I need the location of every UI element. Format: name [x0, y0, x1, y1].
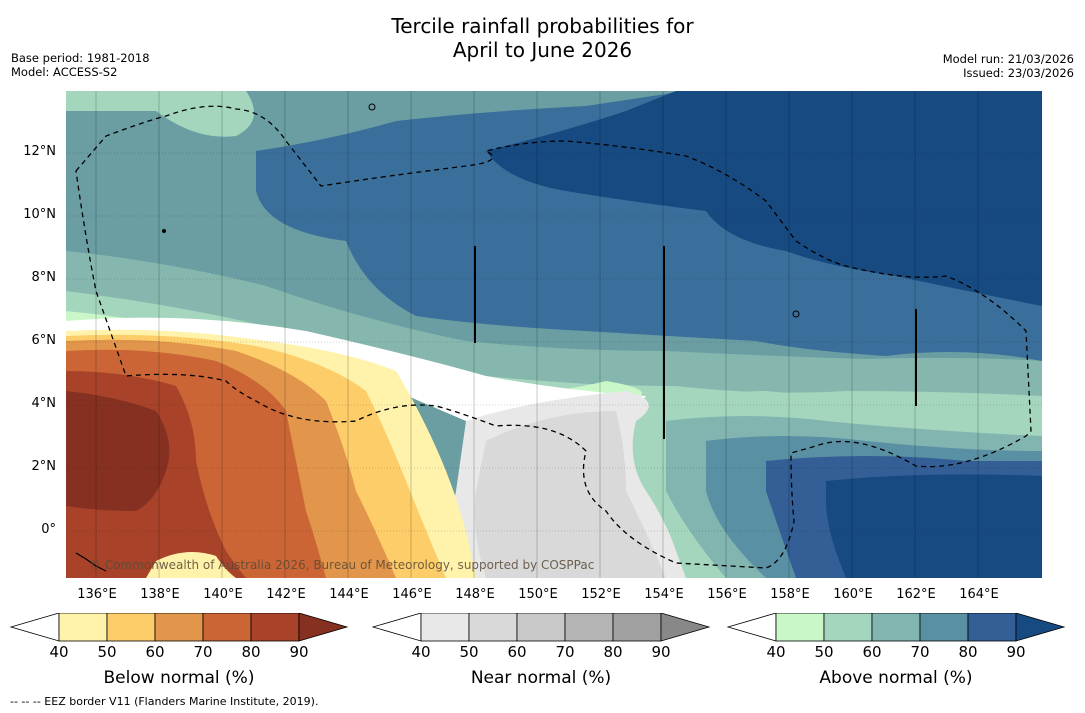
lon-label-138e: 138°E [140, 587, 180, 602]
cbar1-tick-40: 40 [49, 643, 69, 661]
cbar1-segment-2 [106, 613, 156, 642]
cbar1-segment-4 [202, 613, 252, 642]
cbar2-left-arrow [371, 613, 422, 642]
cbar1-tick-80: 80 [241, 643, 261, 661]
cbar1-segment-1 [58, 613, 108, 642]
cbar1-tick-60: 60 [145, 643, 165, 661]
lat-label-2n: 2°N [31, 459, 57, 474]
lon-label-154e: 154°E [644, 587, 684, 602]
cbar2-tick-50: 50 [459, 643, 479, 661]
island-3 [162, 229, 166, 233]
cbar3-segment-3 [871, 613, 921, 642]
lat-label-10n: 10°N [23, 207, 56, 222]
region-above-50-nw [66, 91, 254, 137]
colorbars [9, 613, 1066, 642]
lat-label-12n: 12°N [23, 144, 56, 159]
cbar3-right-arrow [1015, 613, 1066, 642]
lon-label-146e: 146°E [392, 587, 432, 602]
cbar3-title: Above normal (%) [819, 668, 973, 688]
cbar2-tick-70: 70 [555, 643, 575, 661]
title-line-1: Tercile rainfall probabilities for [391, 14, 694, 38]
cbar3-tick-70: 70 [910, 643, 930, 661]
cbar1-left-arrow [9, 613, 60, 642]
cbar2-tick-90: 90 [651, 643, 671, 661]
lon-label-158e: 158°E [770, 587, 810, 602]
cbar3-tick-90: 90 [1006, 643, 1026, 661]
lon-label-164e: 164°E [959, 587, 999, 602]
lon-label-148e: 148°E [455, 587, 495, 602]
lat-label-6n: 6°N [31, 333, 57, 348]
cbar1-segment-5 [250, 613, 300, 642]
credit-text: © Commonwealth of Australia 2026, Bureau… [89, 558, 595, 572]
region-above-90-southeast [826, 474, 1042, 578]
lat-label-8n: 8°N [31, 270, 57, 285]
cbar2-right-arrow [660, 613, 711, 642]
region-above-90-north [486, 91, 1042, 306]
cbar3-tick-80: 80 [958, 643, 978, 661]
lon-label-162e: 162°E [896, 587, 936, 602]
graticule [66, 91, 1042, 578]
cbar1-tick-50: 50 [97, 643, 117, 661]
cbar2-segment-5 [612, 613, 662, 642]
cbar2-tick-80: 80 [603, 643, 623, 661]
model-name: Model: ACCESS-S2 [11, 65, 118, 79]
cbar2-segment-3 [516, 613, 566, 642]
cbar1-tick-70: 70 [193, 643, 213, 661]
cbar3-tick-60: 60 [862, 643, 882, 661]
island-chain [75, 552, 107, 572]
lon-label-142e: 142°E [266, 587, 306, 602]
cbar3-segment-5 [967, 613, 1017, 642]
eez-border [75, 105, 1032, 569]
lon-label-150e: 150°E [518, 587, 558, 602]
cbar1-title: Below normal (%) [103, 668, 255, 688]
cbar2-tick-60: 60 [507, 643, 527, 661]
rainfall-map [66, 91, 1042, 578]
cbar3-segment-4 [919, 613, 969, 642]
issued-date: Issued: 23/03/2026 [963, 66, 1074, 80]
footnote: -- -- -- EEZ border V11 (Flanders Marine… [10, 695, 319, 708]
cbar2-title: Near normal (%) [470, 668, 612, 688]
region-near-50 [474, 411, 666, 578]
lon-label-152e: 152°E [581, 587, 621, 602]
lon-label-144e: 144°E [329, 587, 369, 602]
region-above-60-band [66, 251, 1042, 401]
cbar2-tick-40: 40 [411, 643, 431, 661]
meta-left: Base period: 1981-2018 Model: ACCESS-S2 [11, 51, 150, 79]
lon-label-160e: 160°E [833, 587, 873, 602]
cbar3-segment-2 [823, 613, 873, 642]
cbar2-segment-1 [420, 613, 470, 642]
lon-label-140e: 140°E [203, 587, 243, 602]
map-title: Tercile rainfall probabilities for April… [0, 14, 1085, 62]
lat-label-4n: 4°N [31, 396, 57, 411]
cbar3-tick-40: 40 [766, 643, 786, 661]
region-below-40-south [146, 552, 236, 578]
title-line-2: April to June 2026 [452, 38, 633, 62]
island-2 [792, 310, 800, 318]
cbar3-left-arrow [726, 613, 777, 642]
cbar1-segment-3 [154, 613, 204, 642]
cbar1-right-arrow [298, 613, 349, 642]
meta-right: Model run: 21/03/2026 Issued: 23/03/2026 [943, 52, 1074, 80]
map-svg [66, 91, 1042, 578]
model-run: Model run: 21/03/2026 [942, 52, 1074, 66]
region-below-90 [66, 391, 170, 511]
lon-label-136e: 136°E [77, 587, 117, 602]
cbar2-segment-2 [468, 613, 518, 642]
island-1 [368, 103, 376, 111]
cbar3-tick-50: 50 [814, 643, 834, 661]
lat-label-0: 0° [41, 522, 56, 537]
cbar2-segment-4 [564, 613, 614, 642]
cbar3-segment-1 [775, 613, 825, 642]
lon-label-156e: 156°E [707, 587, 747, 602]
cbar1-tick-90: 90 [289, 643, 309, 661]
base-period: Base period: 1981-2018 [11, 51, 150, 65]
